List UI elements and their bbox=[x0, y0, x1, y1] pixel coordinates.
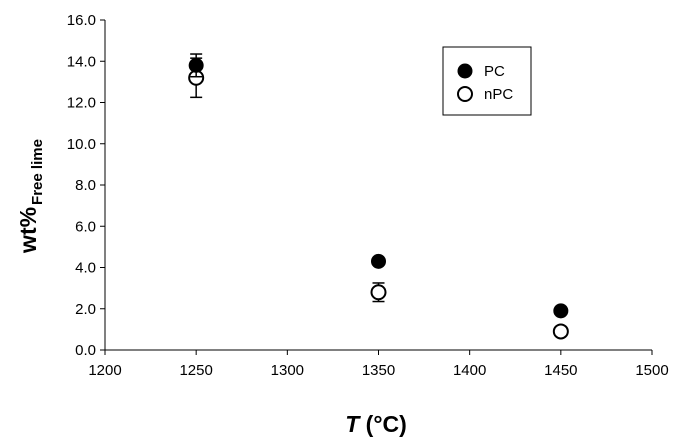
y-tick-label: 8.0 bbox=[75, 177, 96, 194]
y-tick-label: 6.0 bbox=[75, 218, 96, 235]
x-tick-label: 1350 bbox=[362, 362, 395, 379]
data-point-npc bbox=[552, 323, 569, 340]
x-axis-title: T (°C) bbox=[345, 411, 407, 437]
data-marks bbox=[188, 53, 569, 340]
y-axis-title-subscript: Free lime bbox=[29, 139, 46, 205]
y-axis-title: wt% Free lime bbox=[15, 139, 46, 254]
y-tick-label: 0.0 bbox=[75, 342, 96, 359]
x-tick-label: 1300 bbox=[271, 362, 304, 379]
x-tick-label: 1250 bbox=[179, 362, 212, 379]
x-tick-label: 1500 bbox=[635, 362, 668, 379]
legend-label-pc: PC bbox=[484, 63, 505, 80]
x-axis-title-unit: (°C) bbox=[359, 411, 407, 437]
y-tick-label: 12.0 bbox=[67, 95, 96, 112]
data-point-pc bbox=[553, 303, 569, 319]
y-axis-title-main: wt% bbox=[15, 207, 41, 254]
x-tick-label: 1450 bbox=[544, 362, 577, 379]
legend-box bbox=[442, 46, 532, 116]
legend: PC nPC bbox=[442, 46, 532, 116]
y-tick-label: 4.0 bbox=[75, 260, 96, 277]
data-point-pc bbox=[371, 253, 386, 269]
y-tick-label: 14.0 bbox=[67, 53, 96, 70]
y-tick-label: 10.0 bbox=[67, 136, 96, 153]
axes: 0.0 2.0 4.0 6.0 8.0 10.0 12.0 14.0 16.0 1200 1250 1… bbox=[67, 12, 669, 379]
x-axis-title-main: T bbox=[345, 411, 361, 437]
y-tick-label: 16.0 bbox=[67, 12, 96, 29]
y-tick-label: 2.0 bbox=[75, 301, 96, 318]
x-tick-label: 1200 bbox=[88, 362, 121, 379]
data-point-npc bbox=[370, 284, 387, 301]
data-point-pc bbox=[188, 57, 204, 73]
legend-label-npc: nPC bbox=[484, 86, 513, 103]
x-tick-label: 1400 bbox=[453, 362, 486, 379]
legend-marker-npc bbox=[457, 86, 473, 102]
legend-marker-pc bbox=[457, 63, 473, 79]
